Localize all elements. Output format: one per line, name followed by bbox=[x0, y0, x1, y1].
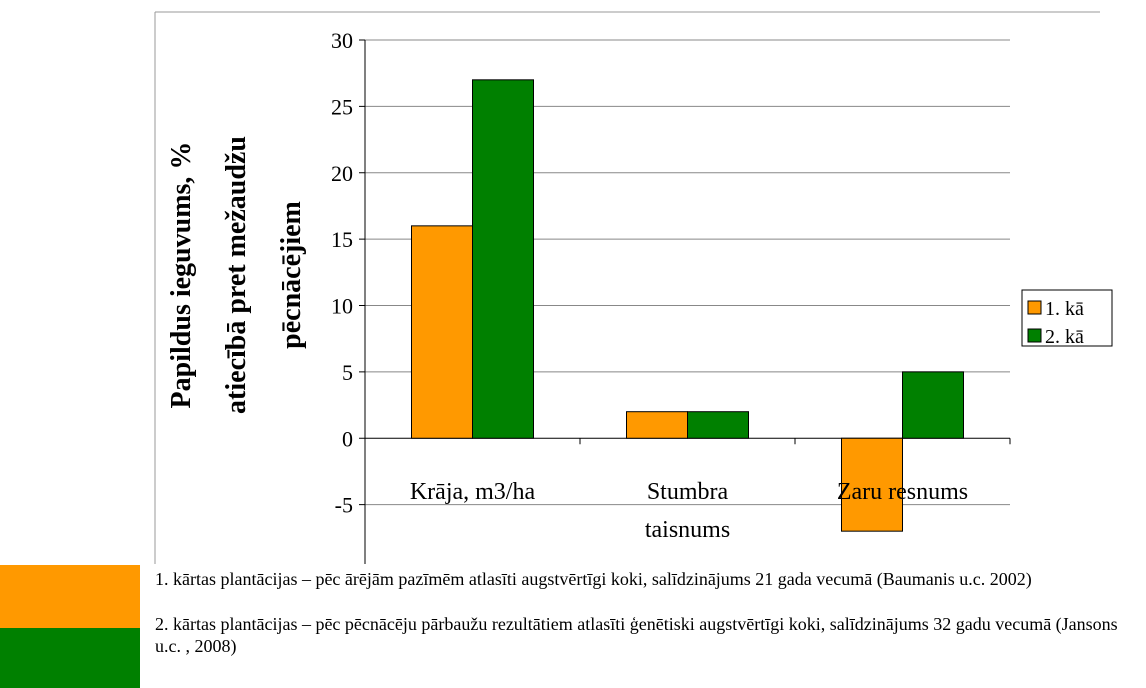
y-tick-label: 15 bbox=[331, 227, 353, 252]
legend-label: 1. kā bbox=[1045, 298, 1084, 320]
bar bbox=[626, 411, 688, 439]
bar bbox=[411, 225, 473, 439]
bar bbox=[687, 411, 749, 439]
note: 2. kārtas plantācijas – pēc pēcnācēju pā… bbox=[155, 614, 1118, 656]
note-swatch bbox=[0, 628, 140, 688]
legend-swatch bbox=[1027, 328, 1042, 343]
legend-label: 2. kā bbox=[1045, 326, 1084, 348]
y-tick-label: 10 bbox=[331, 294, 353, 319]
bar bbox=[902, 371, 964, 439]
y-tick-label: -5 bbox=[335, 493, 353, 518]
x-tick-label: Krāja, m3/ha bbox=[410, 479, 536, 505]
y-axis-title: atiecībā pret mežaudžu bbox=[221, 136, 252, 414]
y-tick-label: 25 bbox=[331, 94, 353, 119]
y-tick-label: 5 bbox=[342, 360, 353, 385]
y-tick-label: 30 bbox=[331, 28, 353, 53]
x-tick-label: Zaru resnums bbox=[837, 479, 968, 505]
note: 1. kārtas plantācijas – pēc ārējām pazīm… bbox=[155, 569, 1032, 589]
y-tick-label: 0 bbox=[342, 426, 353, 451]
note-swatch bbox=[0, 565, 140, 628]
legend-swatch bbox=[1027, 300, 1042, 315]
y-tick-label: 20 bbox=[331, 161, 353, 186]
y-axis-title: pēcnācējiem bbox=[276, 201, 307, 349]
y-axis-title: Papildus ieguvums, % bbox=[166, 142, 197, 409]
bar bbox=[472, 79, 534, 439]
x-tick-label: Stumbra taisnums bbox=[645, 479, 730, 543]
mask bbox=[0, 564, 1146, 688]
bar bbox=[841, 437, 903, 532]
